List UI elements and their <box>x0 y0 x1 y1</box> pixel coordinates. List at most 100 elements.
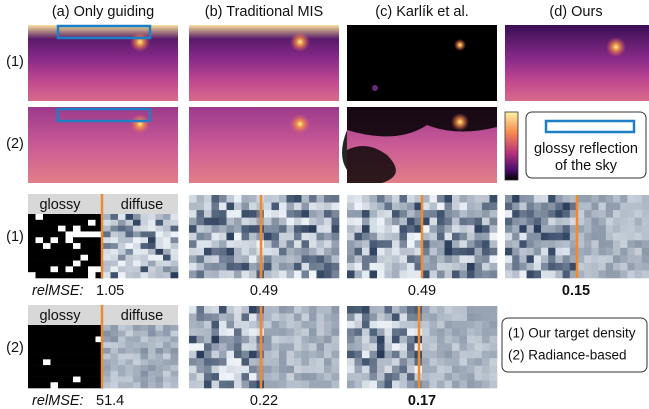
noise-cell <box>111 214 119 220</box>
noise-cell <box>197 351 205 359</box>
noise-cell <box>519 195 527 203</box>
noise-cell <box>347 313 355 321</box>
noise-cell <box>407 366 415 374</box>
noise-cell <box>156 365 164 371</box>
noise-cell <box>613 270 621 278</box>
noise-cell <box>279 218 287 226</box>
panel-label: glossy <box>39 197 81 213</box>
noise-cell <box>437 233 445 241</box>
noise-cell <box>591 225 599 233</box>
noise-cell <box>324 233 332 241</box>
noise-cell <box>51 365 59 371</box>
noise-cell <box>234 218 242 226</box>
noise-cell <box>422 373 430 381</box>
noise-cell <box>302 313 310 321</box>
noise-cell <box>81 371 89 377</box>
noise-cell <box>141 348 149 354</box>
noise-cell <box>309 351 317 359</box>
noise-cell <box>212 351 220 359</box>
noise-cell <box>66 348 74 354</box>
noise-cell <box>51 371 59 377</box>
noise-cell <box>385 255 393 263</box>
noise-cell <box>156 226 164 232</box>
noise-cell <box>519 210 527 218</box>
noise-cell <box>249 328 257 336</box>
noise-cell <box>287 248 295 256</box>
noise-cell <box>385 210 393 218</box>
row-label: (2) <box>6 340 24 356</box>
noise-cell <box>355 328 363 336</box>
noise-cell <box>613 210 621 218</box>
noise-cell <box>430 306 438 314</box>
noise-cell <box>430 210 438 218</box>
noise-cell <box>294 203 302 211</box>
noise-cell <box>118 243 126 249</box>
noise-cell <box>392 381 400 389</box>
noise-cell <box>249 351 257 359</box>
noise-cell <box>599 218 607 226</box>
noise-cell <box>28 377 36 383</box>
noise-cell <box>324 255 332 263</box>
noise-cell <box>317 366 325 374</box>
noise-cell <box>467 248 475 256</box>
noise-cell <box>88 237 96 243</box>
noise-cell <box>287 210 295 218</box>
noise-cell <box>534 240 542 248</box>
noise-cell <box>294 313 302 321</box>
noise-cell <box>452 351 460 359</box>
noise-cell <box>635 210 643 218</box>
noise-cell <box>88 336 96 342</box>
noise-cell <box>204 263 212 271</box>
noise-cell <box>332 313 340 321</box>
noise-cell <box>332 255 340 263</box>
noise-cell <box>171 226 179 232</box>
noise-cell <box>287 321 295 329</box>
noise-cell <box>460 240 468 248</box>
noise-cell <box>171 237 179 243</box>
noise-cell <box>66 272 74 278</box>
metric-value: 0.49 <box>408 283 436 299</box>
noise-cell <box>370 351 378 359</box>
noise-cell <box>309 336 317 344</box>
sun <box>606 37 626 57</box>
noise-cell <box>227 225 235 233</box>
noise-cell <box>541 218 549 226</box>
noise-cell <box>324 358 332 366</box>
noise-cell <box>452 255 460 263</box>
noise-cell <box>324 248 332 256</box>
noise-cell <box>227 203 235 211</box>
noise-cell <box>392 321 400 329</box>
noise-cell <box>437 336 445 344</box>
noise-cell <box>635 195 643 203</box>
sky-image <box>189 25 339 101</box>
noise-cell <box>332 240 340 248</box>
noise-cell <box>362 321 370 329</box>
noise-cell <box>460 306 468 314</box>
sun <box>454 39 466 51</box>
key-text: (1) Our target density <box>508 326 636 341</box>
noise-cell <box>118 382 126 388</box>
noise-cell <box>242 313 250 321</box>
noise-cell <box>563 218 571 226</box>
noise-cell <box>467 240 475 248</box>
noise-cell <box>482 270 490 278</box>
noise-cell <box>437 270 445 278</box>
noise-cell <box>362 351 370 359</box>
noise-cell <box>392 366 400 374</box>
noise-cell <box>490 203 498 211</box>
noise-cell <box>324 218 332 226</box>
noise-cell <box>51 348 59 354</box>
noise-cell <box>534 218 542 226</box>
noise-cell <box>189 263 197 271</box>
noise-cell <box>422 351 430 359</box>
noise-cell <box>204 240 212 248</box>
noise-cell <box>88 226 96 232</box>
noise-cell <box>126 255 134 261</box>
noise-cell <box>392 343 400 351</box>
noise-cell <box>81 354 89 360</box>
noise-cell <box>452 321 460 329</box>
noise-cell <box>141 325 149 331</box>
noise-cell <box>452 248 460 256</box>
noise-cell <box>527 248 535 256</box>
noise-cell <box>490 381 498 389</box>
